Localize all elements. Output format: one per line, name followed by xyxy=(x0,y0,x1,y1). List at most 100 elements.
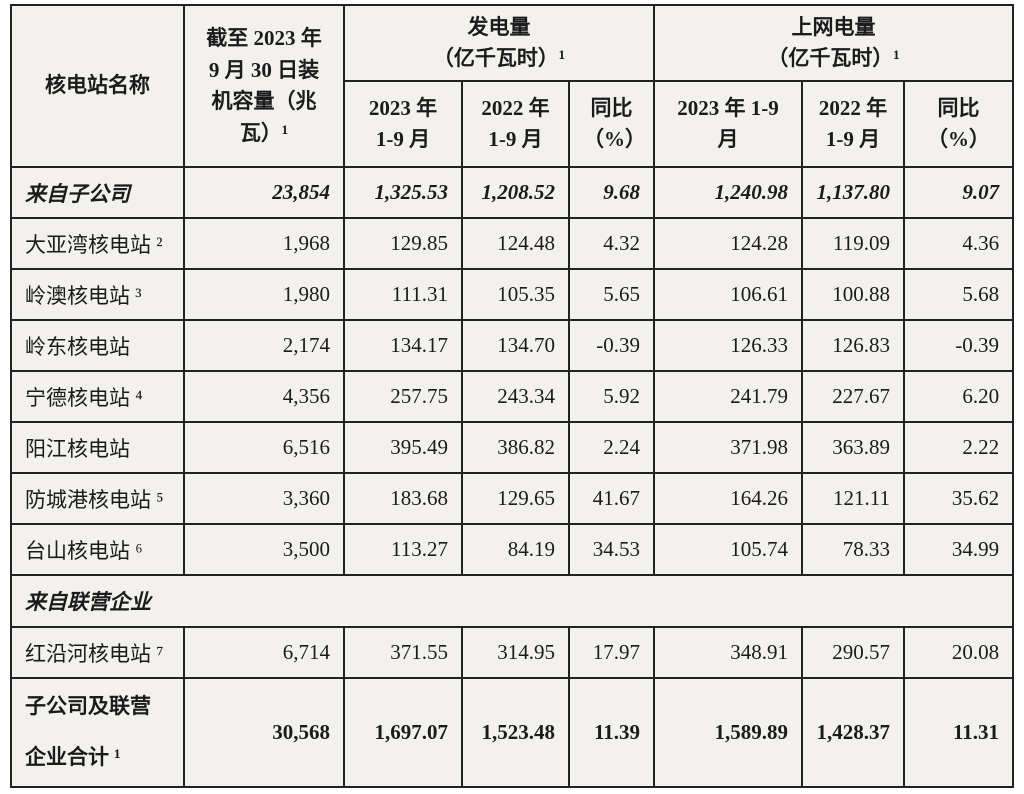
data-row: 红沿河核电站 ⁷ 6,714 371.55 314.95 17.97 348.91 290.… xyxy=(10,626,1015,679)
value-cell: 5.92 xyxy=(567,370,656,423)
value-cell: 126.33 xyxy=(653,319,804,372)
value-cell: 227.67 xyxy=(801,370,906,423)
value-cell: 106.61 xyxy=(653,268,804,321)
data-row: 岭东核电站 2,174 134.17 134.70 -0.39 126.33 126.83-… xyxy=(10,319,1015,372)
value-cell: 4.36 xyxy=(903,217,1015,270)
value-cell: 17.97 xyxy=(567,626,656,679)
value-cell: 111.31 xyxy=(343,268,463,321)
value-cell: 134.70 xyxy=(461,319,570,372)
value-cell: 5.68 xyxy=(903,268,1015,321)
value-cell: 11.39 xyxy=(567,677,656,788)
station-name-cell: 防城港核电站 ⁵ xyxy=(10,472,185,525)
station-name-cell: 子公司及联营 企业合计 ¹ xyxy=(10,677,185,788)
value-cell: 183.68 xyxy=(343,472,463,525)
header-sub-row: 2023 年 1-9 月 2022 年 1-9 月 同比 （%） 2023 年 … xyxy=(11,80,1015,168)
value-cell: 1,137.80 xyxy=(801,166,906,219)
value-cell: 41.67 xyxy=(567,472,656,525)
summary-row: 来自子公司 23,854 1,325.53 1,208.52 9.68 1,240.98 1… xyxy=(10,166,1015,219)
value-cell: 34.53 xyxy=(567,523,656,576)
value-cell: 105.35 xyxy=(461,268,570,321)
value-cell: 78.33 xyxy=(801,523,906,576)
value-cell: 121.11 xyxy=(801,472,906,525)
total-row: 子公司及联营 企业合计 ¹ 30,568 1,697.07 1,523.48 11.39… xyxy=(10,677,1015,788)
value-cell: 164.26 xyxy=(653,472,804,525)
value-cell: 1,523.48 xyxy=(461,677,570,788)
value-cell: 1,968 xyxy=(183,217,345,270)
value-cell: 5.65 xyxy=(567,268,656,321)
data-row: 防城港核电站 ⁵ 3,360 183.68 129.65 41.67 164.26 121.… xyxy=(10,472,1015,525)
value-cell: 371.98 xyxy=(653,421,804,474)
header-installed-capacity: 截至 2023 年 9 月 30 日装 机容量（兆 瓦）¹ xyxy=(183,4,345,168)
station-name-cell: 阳江核电站 xyxy=(10,421,185,474)
value-cell: 348.91 xyxy=(653,626,804,679)
value-cell: 1,589.89 xyxy=(653,677,804,788)
value-cell: -0.39 xyxy=(567,319,656,372)
value-cell: 314.95 xyxy=(461,626,570,679)
value-cell: 11.31 xyxy=(903,677,1015,788)
value-cell: 257.75 xyxy=(343,370,463,423)
table-body: 来自子公司 23,854 1,325.53 1,208.52 9.68 1,240.98 1… xyxy=(9,166,1015,788)
value-cell: 395.49 xyxy=(343,421,463,474)
value-cell: 134.17 xyxy=(343,319,463,372)
value-cell: 6.20 xyxy=(903,370,1015,423)
value-cell: 124.48 xyxy=(461,217,570,270)
value-cell: 1,697.07 xyxy=(343,677,463,788)
header-generation-group: 发电量 （亿千瓦时）¹ xyxy=(342,4,656,82)
station-name-cell: 台山核电站 ⁶ xyxy=(10,523,185,576)
value-cell: 1,980 xyxy=(183,268,345,321)
value-cell: 371.55 xyxy=(343,626,463,679)
value-cell: 290.57 xyxy=(801,626,906,679)
value-cell: 20.08 xyxy=(903,626,1015,679)
value-cell: 9.07 xyxy=(903,166,1015,219)
section-row: 来自联营企业 xyxy=(9,574,1015,628)
value-cell: 105.74 xyxy=(653,523,804,576)
header-ongrid-yoy: 同比 （%） xyxy=(903,80,1015,168)
value-cell: 363.89 xyxy=(801,421,906,474)
value-cell: 1,208.52 xyxy=(461,166,570,219)
station-name-cell: 岭东核电站 xyxy=(10,319,185,372)
header-ongrid-group: 上网电量 （亿千瓦时）¹ xyxy=(653,4,1015,82)
value-cell: 23,854 xyxy=(183,166,345,219)
station-name-cell: 大亚湾核电站 ² xyxy=(10,217,185,270)
value-cell: 113.27 xyxy=(343,523,463,576)
value-cell: 1,428.37 xyxy=(801,677,906,788)
value-cell: 2,174 xyxy=(183,319,345,372)
value-cell: -0.39 xyxy=(903,319,1015,372)
data-row: 宁德核电站 ⁴ 4,356 257.75 243.34 5.92 241.79 227.67… xyxy=(10,370,1015,423)
station-name-cell: 红沿河核电站 ⁷ xyxy=(10,626,185,679)
data-row: 台山核电站 ⁶ 3,500 113.27 84.19 34.53 105.74 78.33 3… xyxy=(10,523,1015,576)
value-cell: 4,356 xyxy=(183,370,345,423)
value-cell: 100.88 xyxy=(801,268,906,321)
value-cell: 124.28 xyxy=(653,217,804,270)
header-ongrid-2023: 2023 年 1-9 月 xyxy=(653,80,804,168)
value-cell: 129.85 xyxy=(343,217,463,270)
header-group-row: 核电站名称 截至 2023 年 9 月 30 日装 机容量（兆 瓦）¹ 发电量 … xyxy=(10,4,1015,168)
value-cell: 6,714 xyxy=(183,626,345,679)
data-row: 大亚湾核电站 ² 1,968 129.85 124.48 4.32 124.28 119.0… xyxy=(10,217,1015,270)
header-ongrid-2022: 2022 年 1-9 月 xyxy=(801,80,906,168)
data-row: 岭澳核电站 ³ 1,980 111.31 105.35 5.65 106.61 100.88… xyxy=(10,268,1015,321)
value-cell: 9.68 xyxy=(567,166,656,219)
header-generation-2023: 2023 年 1-9 月 xyxy=(343,80,463,168)
data-row: 阳江核电站 6,516 395.49 386.82 2.24 371.98 363.89 2.… xyxy=(10,421,1015,474)
value-cell: 2.22 xyxy=(903,421,1015,474)
value-cell: 4.32 xyxy=(567,217,656,270)
value-cell: 34.99 xyxy=(903,523,1015,576)
value-cell: 386.82 xyxy=(461,421,570,474)
value-cell: 30,568 xyxy=(183,677,345,788)
header-generation-yoy: 同比 （%） xyxy=(567,80,656,168)
header-station-name: 核电站名称 xyxy=(10,4,185,168)
value-cell: 241.79 xyxy=(653,370,804,423)
value-cell: 1,240.98 xyxy=(653,166,804,219)
value-cell: 243.34 xyxy=(461,370,570,423)
value-cell: 126.83 xyxy=(801,319,906,372)
value-cell: 2.24 xyxy=(567,421,656,474)
value-cell: 3,360 xyxy=(183,472,345,525)
header-generation-2022: 2022 年 1-9 月 xyxy=(461,80,570,168)
section-label-cell: 来自联营企业 xyxy=(9,574,1015,628)
value-cell: 6,516 xyxy=(183,421,345,474)
value-cell: 119.09 xyxy=(801,217,906,270)
station-name-cell: 宁德核电站 ⁴ xyxy=(10,370,185,423)
value-cell: 35.62 xyxy=(903,472,1015,525)
